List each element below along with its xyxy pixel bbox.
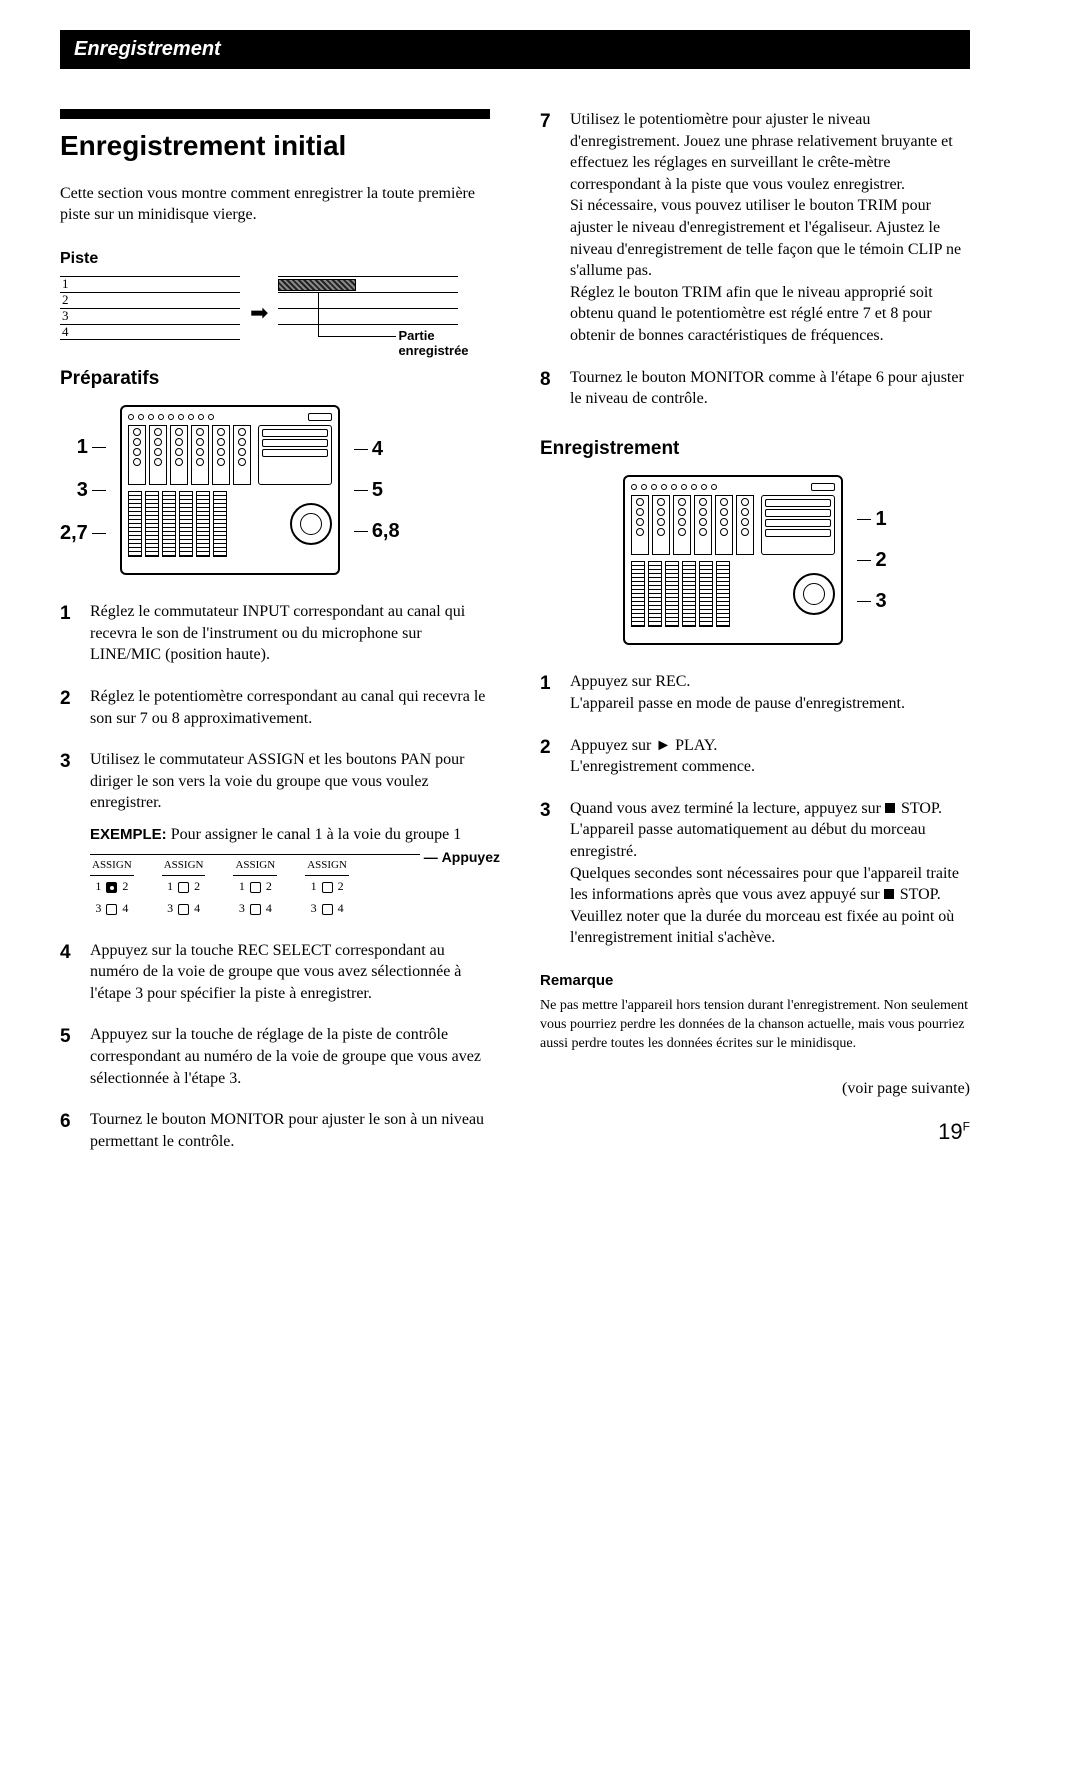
callout-nums-left: 1 3 2,7 [60,434,110,547]
page-number: 19F [540,1117,970,1147]
arrow-right-icon: ➡ [250,298,268,328]
step-item: Appuyez sur la touche REC SELECT corresp… [60,940,490,1005]
step-item: Appuyez sur la touche de réglage de la p… [60,1024,490,1089]
device-diagram-prep: 1 3 2,7 [60,405,490,575]
callout-nums-right: 1 2 3 [853,506,886,615]
play-icon: ► [655,737,671,754]
callout-num: 1 [60,434,110,461]
rec-steps: Appuyez sur REC. L'appareil passe en mod… [540,671,970,949]
device-drawing [120,405,340,575]
preparatifs-head: Préparatifs [60,366,490,392]
stop-icon [884,889,894,899]
step-text: Appuyez sur ► PLAY.L'enregistrement comm… [570,737,755,776]
two-column-layout: Enregistrement initial Cette section vou… [60,109,970,1172]
assign-head: ASSIGN [90,856,134,877]
assign-head: ASSIGN [305,856,349,877]
callout-line [318,336,396,337]
assign-head: ASSIGN [233,856,277,877]
partie-l2: enregistrée [398,343,468,358]
assign-col: ASSIGN 1 2 3 4 [305,856,349,920]
assign-diagram: — Appuyez ASSIGN 1 2 3 4 ASSIGN 1 2 3 4 … [90,856,490,920]
piste-before: 1 2 3 4 [60,276,240,340]
recorded-segment [278,279,356,291]
piste-row: 1 [60,276,240,292]
piste-row [278,276,458,292]
example-text: Pour assigner le canal 1 à la voie du gr… [167,826,462,843]
step-item: Réglez le commutateur INPUT correspondan… [60,601,490,666]
piste-label: Piste [60,248,490,270]
piste-after: Partie enregistrée [278,276,458,340]
assign-col: ASSIGN 1 2 3 4 [90,856,134,920]
piste-row: 4 [60,324,240,340]
appuyez-line [90,854,420,855]
example-label: EXEMPLE: [90,826,167,843]
piste-row [278,308,458,324]
callout-num: 2,7 [60,520,110,547]
chapter-header: Enregistrement [60,30,970,69]
step-text: Utilisez le commutateur ASSIGN et les bo… [90,751,465,811]
section-title: Enregistrement initial [60,127,490,165]
device-drawing [623,475,843,645]
piste-diagram: Piste 1 2 3 4 ➡ Partie [60,248,490,340]
piste-row: 2 [60,292,240,308]
callout-num: 1 [853,506,886,533]
callout-num: 2 [853,547,886,574]
remark-body: Ne pas mettre l'appareil hors tension du… [540,997,970,1054]
callout-num: 3 [60,477,110,504]
stop-icon [885,803,895,813]
step-item: Quand vous avez terminé la lecture, appu… [540,798,970,949]
callout-num: 6,8 [350,518,400,545]
partie-label: Partie enregistrée [398,328,468,359]
step-item: Utilisez le commutateur ASSIGN et les bo… [60,749,490,919]
intro-text: Cette section vous montre comment enregi… [60,183,490,226]
assign-col: ASSIGN 1 2 3 4 [162,856,206,920]
callout-num: 3 [853,588,886,615]
callout-nums-right: 4 5 6,8 [350,436,400,545]
enregistrement-head: Enregistrement [540,436,970,462]
title-rule [60,109,490,119]
step-item: Appuyez sur ► PLAY.L'enregistrement comm… [540,735,970,778]
piste-row [278,292,458,308]
step-item: Tournez le bouton MONITOR comme à l'étap… [540,367,970,410]
assign-col: ASSIGN 1 2 3 4 [233,856,277,920]
jog-wheel-icon [290,503,332,545]
right-column: Utilisez le potentiomètre pour ajuster l… [540,109,970,1172]
callout-line [318,292,319,336]
example-block: EXEMPLE: Pour assigner le canal 1 à la v… [90,824,490,846]
step-item: Appuyez sur REC. L'appareil passe en mod… [540,671,970,714]
step-text: Quand vous avez terminé la lecture, appu… [570,800,959,947]
piste-row: 3 [60,308,240,324]
step-item: Réglez le potentiomètre correspondant au… [60,686,490,729]
remark-head: Remarque [540,971,970,991]
step-item: Tournez le bouton MONITOR pour ajuster l… [60,1109,490,1152]
device-diagram-rec: 1 2 3 [540,475,970,645]
prep-steps: Réglez le commutateur INPUT correspondan… [60,601,490,1152]
continue-note: (voir page suivante) [540,1078,970,1100]
left-column: Enregistrement initial Cette section vou… [60,109,490,1172]
assign-head: ASSIGN [162,856,206,877]
jog-wheel-icon [793,573,835,615]
partie-l1: Partie [398,328,434,343]
appuyez-label: — Appuyez [424,848,500,867]
callout-num: 4 [350,436,400,463]
callout-num: 5 [350,477,400,504]
step-item: Utilisez le potentiomètre pour ajuster l… [540,109,970,347]
prep-steps-cont: Utilisez le potentiomètre pour ajuster l… [540,109,970,410]
